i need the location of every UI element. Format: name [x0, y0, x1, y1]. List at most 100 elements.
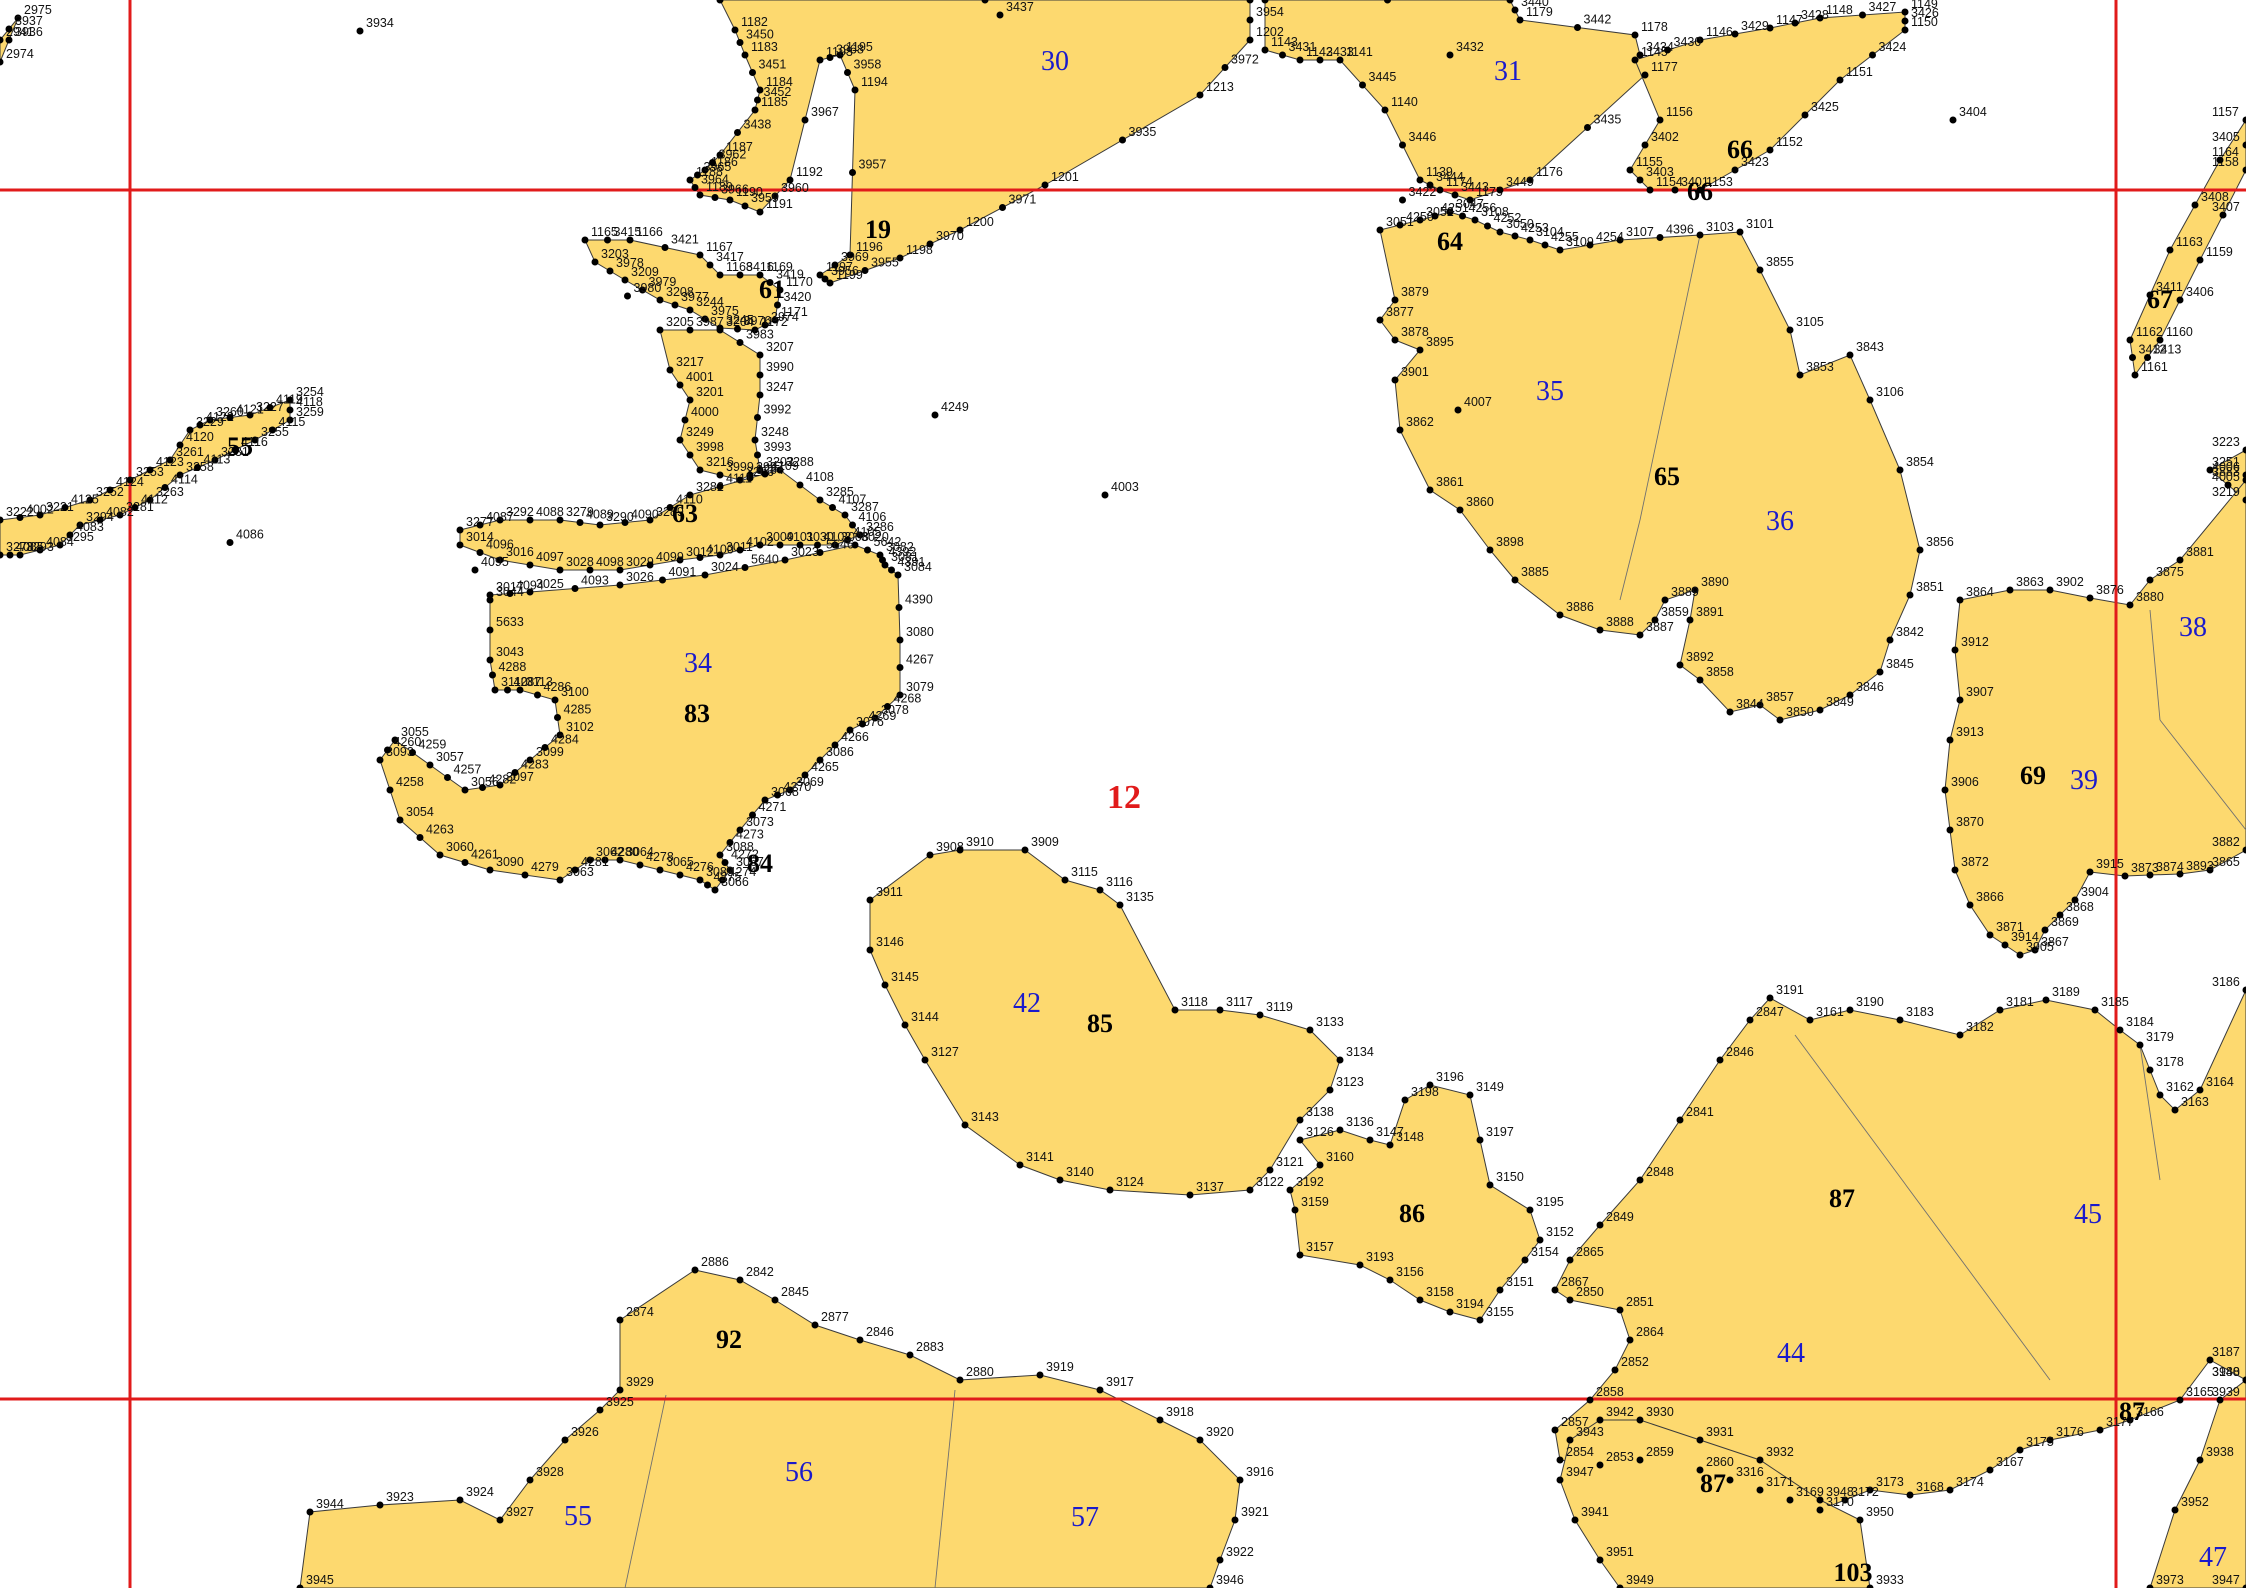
- vertex-number-label: 3865: [2212, 855, 2240, 869]
- vertex-point: [1101, 491, 1109, 499]
- vertex-point: [621, 276, 629, 284]
- vertex-number-label: 3202: [766, 455, 794, 469]
- vertex-number-label: 1142: [1306, 45, 1333, 59]
- vertex-point: [1866, 396, 1874, 404]
- vertex-point: [1916, 546, 1924, 554]
- vertex-point: [526, 561, 534, 569]
- parcel-number-label: 63: [672, 499, 698, 528]
- vertex-number-label: 4110: [676, 493, 703, 507]
- vertex-point: [2242, 166, 2246, 174]
- vertex-point: [721, 859, 729, 866]
- vertex-point: [1426, 1081, 1434, 1089]
- vertex-point: [696, 191, 704, 199]
- vertex-point: [751, 436, 759, 444]
- vertex-point: [704, 881, 711, 889]
- vertex-point: [1246, 1186, 1254, 1194]
- vertex-point: [1526, 236, 1534, 244]
- vertex-number-label: 3103: [1706, 220, 1734, 234]
- vertex-number-label: 3965: [704, 160, 732, 174]
- vertex-number-label: 3150: [1496, 1170, 1524, 1184]
- vertex-point: [1446, 208, 1454, 216]
- vertex-number-label: 4116: [241, 435, 268, 449]
- vertex-point: [2144, 354, 2151, 361]
- vertex-number-label: 3854: [1906, 455, 1934, 469]
- vertex-number-label: 4000: [691, 405, 719, 419]
- parcel-label-layer: 30 31196164666667556335653634838442858638…: [227, 46, 2227, 1587]
- vertex-number-label: 1149: [1911, 0, 1938, 11]
- vertex-number-label: 3056: [471, 775, 499, 789]
- vertex-number-label: 4121: [236, 403, 264, 417]
- vertex-number-label: 3204: [726, 315, 754, 329]
- vertex-point: [1616, 1306, 1624, 1314]
- vertex-point: [896, 664, 904, 671]
- vertex-number-label: 3445: [1369, 70, 1397, 84]
- vertex-number-label: 3863: [2016, 575, 2044, 589]
- vertex-point: [2146, 871, 2154, 879]
- vertex-point: [956, 846, 964, 854]
- vertex-point: [1521, 1256, 1529, 1264]
- vertex-point: [621, 519, 629, 526]
- parcel-number-label: 55: [564, 1501, 592, 1532]
- vertex-point: [1426, 486, 1434, 494]
- vertex-point: [496, 781, 504, 789]
- vertex-point: [1866, 1584, 1874, 1588]
- vertex-point: [716, 326, 724, 334]
- vertex-number-label: 4253: [1521, 221, 1549, 235]
- vertex-number-label: 1170: [786, 275, 813, 289]
- vertex-point: [1206, 1584, 1214, 1588]
- vertex-point: [2242, 141, 2246, 149]
- vertex-number-label: 3943: [1576, 1425, 1604, 1439]
- vertex-number-label: 4286: [544, 680, 572, 694]
- vertex-number-label: 3881: [2186, 545, 2214, 559]
- parcel-number-label: 69: [2020, 761, 2046, 790]
- vertex-point: [726, 196, 734, 204]
- vertex-number-label: 3918: [1166, 1405, 1194, 1419]
- vertex-point: [836, 51, 844, 59]
- vertex-number-label: 3946: [1216, 1573, 1244, 1587]
- vertex-point: [2001, 941, 2009, 949]
- vertex-number-label: 3135: [1126, 890, 1154, 904]
- vertex-point: [1611, 1366, 1619, 1374]
- vertex-point: [1596, 1556, 1604, 1564]
- vertex-point: [1486, 546, 1494, 554]
- vertex-point: [771, 192, 779, 200]
- vertex-point: [1676, 661, 1684, 669]
- vertex-number-label: 3144: [911, 1010, 939, 1024]
- boundary-line: [1794, 1034, 2051, 1381]
- vertex-point: [686, 326, 694, 334]
- vertex-number-label: 3904: [2081, 885, 2109, 899]
- vertex-point: [1586, 241, 1594, 249]
- vertex-number-label: 3979: [649, 275, 677, 289]
- vertex-point: [1691, 586, 1699, 594]
- vertex-point: [1731, 30, 1739, 38]
- vertex-number-label: 3942: [1606, 1405, 1634, 1419]
- vertex-number-label: 3990: [766, 360, 794, 374]
- vertex-point: [356, 27, 364, 35]
- vertex-number-label: 3221: [46, 500, 74, 514]
- vertex-number-label: 1143: [1271, 35, 1298, 49]
- vertex-number-label: 3915: [2096, 857, 2124, 871]
- vertex-number-label: 3151: [1506, 1275, 1534, 1289]
- vertex-point: [1756, 701, 1764, 709]
- vertex-point: [226, 539, 234, 546]
- vertex-point: [1946, 736, 1954, 744]
- vertex-point: [616, 566, 624, 574]
- vertex-point: [61, 504, 69, 511]
- vertex-point: [396, 816, 404, 824]
- vertex-point: [1401, 1096, 1409, 1104]
- vertex-point: [1846, 351, 1854, 359]
- vertex-point: [1966, 901, 1974, 909]
- vertex-number-label: 3181: [2006, 995, 2034, 1009]
- vertex-number-label: 1146: [1706, 25, 1733, 39]
- vertex-number-label: 3137: [1196, 1180, 1224, 1194]
- vertex-number-label: 5633: [496, 615, 524, 629]
- vertex-number-label: 3874: [2156, 860, 2184, 874]
- vertex-point: [659, 576, 666, 584]
- vertex-point: [194, 464, 201, 471]
- vertex-point: [694, 171, 701, 179]
- vertex-point: [604, 236, 611, 244]
- vertex-number-label: 3417: [716, 250, 744, 264]
- vertex-point: [956, 226, 964, 234]
- vertex-number-label: 3890: [1701, 575, 1729, 589]
- boundary-line: [2139, 1044, 2161, 1181]
